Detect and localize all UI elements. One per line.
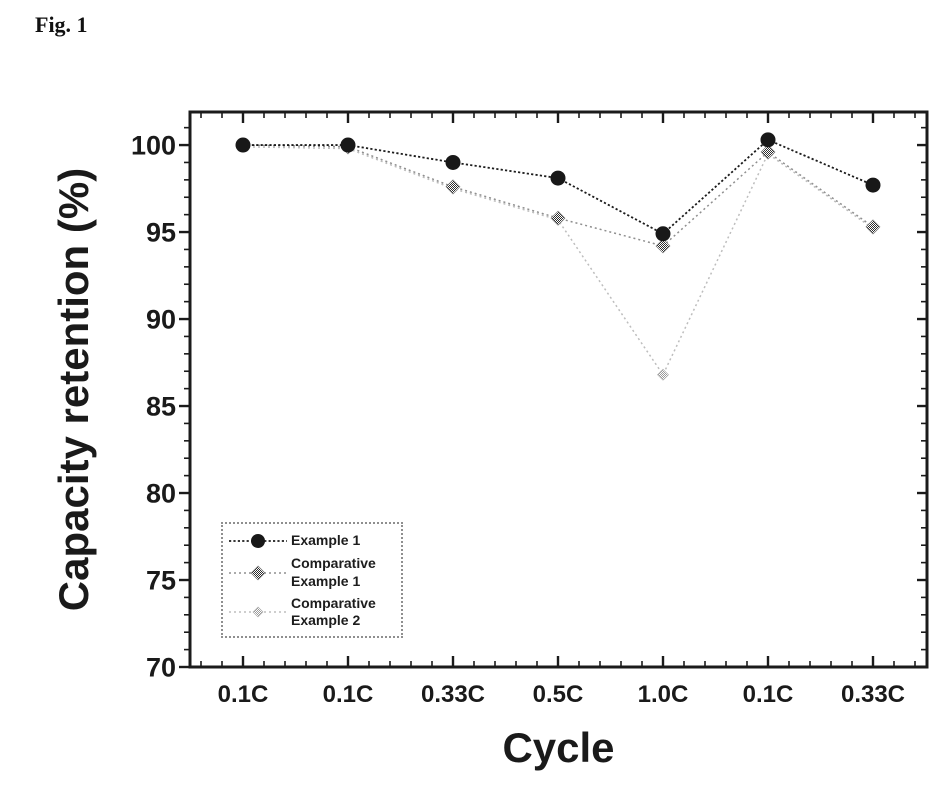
example1-line-marker-icon [225, 531, 291, 551]
data-point-marker [550, 170, 566, 186]
x-tick-label: 0.1C [323, 681, 374, 708]
x-tick-label: 1.0C [638, 681, 689, 708]
x-tick-label: 0.1C [218, 681, 269, 708]
y-axis-title: Capacity retention (%) [50, 168, 97, 611]
y-tick-label: 70 [146, 653, 176, 683]
x-tick-label: 0.33C [421, 681, 485, 708]
legend-box: Example 1 Comparative Example 1 Comparat… [221, 522, 403, 638]
series-line [242, 144, 874, 247]
legend-label-example-1: Example 1 [291, 531, 361, 548]
data-point-marker [655, 226, 671, 242]
legend-entry-comparative-example-1: Comparative Example 1 [225, 555, 399, 590]
axis-ticks [179, 112, 927, 669]
comparative1-diamond-marker-icon [225, 563, 291, 583]
legend-label-comparative-example-1: Comparative Example 1 [291, 555, 376, 589]
y-tick-label: 85 [146, 392, 176, 422]
data-point-marker [865, 219, 881, 235]
series-example-1 [235, 132, 881, 242]
x-tick-label: 0.33C [841, 681, 905, 708]
y-tick-label: 80 [146, 479, 176, 509]
data-point-marker [445, 154, 461, 170]
data-point-marker [340, 137, 356, 153]
figure-label: Fig. 1 [35, 12, 88, 37]
data-point-marker [657, 368, 669, 381]
x-tick-labels: 0.1C 0.1C 0.33C 0.5C 1.0C 0.1C 0.33C [218, 681, 905, 708]
legend-label-comparative-example-2: Comparative Example 2 [291, 594, 376, 629]
y-tick-label: 75 [146, 566, 176, 596]
legend-entry-example-1: Example 1 [225, 531, 399, 551]
data-point-marker [760, 144, 776, 160]
series-comparative-example-1 [235, 137, 881, 254]
comparative2-diamond-marker-icon [225, 602, 291, 622]
data-point-marker [655, 238, 671, 254]
x-axis-title: Cycle [502, 724, 614, 771]
data-point-marker [865, 177, 881, 193]
y-tick-labels: 100 95 90 85 80 75 70 [131, 131, 176, 683]
legend-entry-comparative-example-2: Comparative Example 2 [225, 595, 399, 630]
axis-titles: Cycle Capacity retention (%) [50, 168, 615, 771]
data-point-marker [550, 210, 566, 226]
data-point-marker [760, 132, 776, 148]
y-tick-label: 100 [131, 131, 176, 161]
y-tick-label: 90 [146, 305, 176, 335]
data-point-marker [235, 137, 251, 153]
x-tick-label: 0.5C [533, 681, 584, 708]
data-point-marker [445, 179, 461, 195]
y-tick-label: 95 [146, 218, 176, 248]
x-tick-label: 0.1C [743, 681, 794, 708]
